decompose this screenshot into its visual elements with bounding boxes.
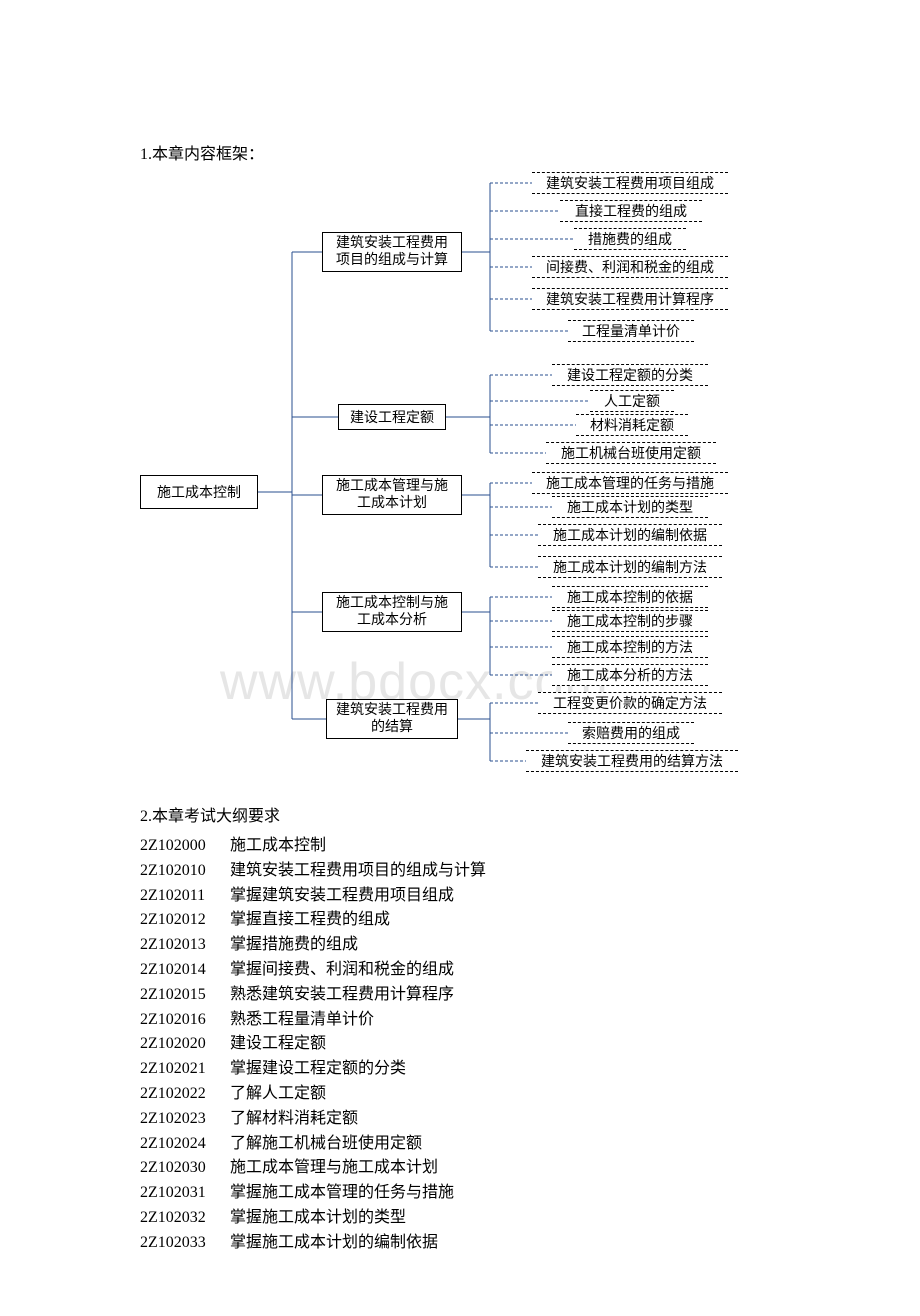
leaf-2: 措施费的组成 <box>574 228 686 250</box>
leaf-1: 直接工程费的组成 <box>560 200 702 222</box>
leaf-19: 索赔费用的组成 <box>568 722 694 744</box>
leaf-10: 施工成本管理的任务与措施 <box>532 472 728 494</box>
leaf-14: 施工成本控制的依据 <box>552 586 708 608</box>
outline-code: 2Z102021 <box>140 1057 230 1082</box>
outline-text: 了解人工定额 <box>230 1082 326 1107</box>
outline-code: 2Z102011 <box>140 884 230 909</box>
outline-text: 掌握建筑安装工程费用项目组成 <box>230 884 454 909</box>
node-l2-3: 施工成本控制与施工成本分析 <box>322 592 462 632</box>
outline-code: 2Z102015 <box>140 983 230 1008</box>
node-l2-1: 建设工程定额 <box>338 404 446 430</box>
leaf-15: 施工成本控制的步骤 <box>552 610 708 632</box>
outline-text: 掌握直接工程费的组成 <box>230 908 390 933</box>
outline-row-6: 2Z102015熟悉建筑安装工程费用计算程序 <box>140 983 780 1008</box>
outline-row-7: 2Z102016熟悉工程量清单计价 <box>140 1008 780 1033</box>
outline-row-12: 2Z102024了解施工机械台班使用定额 <box>140 1132 780 1157</box>
leaf-16: 施工成本控制的方法 <box>552 636 708 658</box>
outline-code: 2Z102024 <box>140 1132 230 1157</box>
outline-row-1: 2Z102010建筑安装工程费用项目的组成与计算 <box>140 859 780 884</box>
outline-text: 了解施工机械台班使用定额 <box>230 1132 422 1157</box>
outline-text: 掌握建设工程定额的分类 <box>230 1057 406 1082</box>
leaf-5: 工程量清单计价 <box>568 320 694 342</box>
outline-code: 2Z102014 <box>140 958 230 983</box>
outline-row-9: 2Z102021掌握建设工程定额的分类 <box>140 1057 780 1082</box>
outline-text: 掌握施工成本管理的任务与措施 <box>230 1181 454 1206</box>
outline-text: 建设工程定额 <box>230 1032 326 1057</box>
outline-code: 2Z102020 <box>140 1032 230 1057</box>
leaf-7: 人工定额 <box>590 390 674 412</box>
tree-diagram: www.bdocx.com 施工成本控制 建筑安装工程费用项目的组成与计算 建设… <box>140 172 780 762</box>
leaf-20: 建筑安装工程费用的结算方法 <box>526 750 738 772</box>
outline-row-8: 2Z102020建设工程定额 <box>140 1032 780 1057</box>
outline-code: 2Z102023 <box>140 1107 230 1132</box>
outline-code: 2Z102012 <box>140 908 230 933</box>
node-l2-2: 施工成本管理与施工成本计划 <box>322 475 462 515</box>
outline-row-5: 2Z102014掌握间接费、利润和税金的组成 <box>140 958 780 983</box>
outline-text: 掌握间接费、利润和税金的组成 <box>230 958 454 983</box>
outline-text: 建筑安装工程费用项目的组成与计算 <box>230 859 486 884</box>
outline-row-14: 2Z102031掌握施工成本管理的任务与措施 <box>140 1181 780 1206</box>
outline-row-0: 2Z102000施工成本控制 <box>140 834 780 859</box>
outline-row-13: 2Z102030施工成本管理与施工成本计划 <box>140 1156 780 1181</box>
leaf-11: 施工成本计划的类型 <box>552 496 708 518</box>
outline-text: 熟悉建筑安装工程费用计算程序 <box>230 983 454 1008</box>
leaf-6: 建设工程定额的分类 <box>552 364 708 386</box>
leaf-12: 施工成本计划的编制依据 <box>538 524 722 546</box>
outline-code: 2Z102032 <box>140 1206 230 1231</box>
outline-text: 了解材料消耗定额 <box>230 1107 358 1132</box>
leaf-8: 材料消耗定额 <box>576 414 688 436</box>
heading-outline: 2.本章考试大纲要求 <box>140 802 780 826</box>
outline-text: 掌握施工成本计划的类型 <box>230 1206 406 1231</box>
outline-code: 2Z102000 <box>140 834 230 859</box>
page: 1.本章内容框架： www.bdocx.com 施工成本控制 建筑安装工程费用项… <box>0 0 920 1316</box>
outline-text: 施工成本控制 <box>230 834 326 859</box>
outline-row-4: 2Z102013掌握措施费的组成 <box>140 933 780 958</box>
outline-text: 掌握施工成本计划的编制依据 <box>230 1231 438 1256</box>
heading-framework: 1.本章内容框架： <box>140 140 780 164</box>
outline-text: 熟悉工程量清单计价 <box>230 1008 374 1033</box>
leaf-17: 施工成本分析的方法 <box>552 664 708 686</box>
node-l2-4: 建筑安装工程费用的结算 <box>326 699 458 739</box>
leaf-18: 工程变更价款的确定方法 <box>538 692 722 714</box>
outline-section: 2.本章考试大纲要求 2Z102000施工成本控制2Z102010建筑安装工程费… <box>140 802 780 1256</box>
outline-row-16: 2Z102033掌握施工成本计划的编制依据 <box>140 1231 780 1256</box>
outline-code: 2Z102022 <box>140 1082 230 1107</box>
node-l2-0: 建筑安装工程费用项目的组成与计算 <box>322 232 462 272</box>
outline-row-10: 2Z102022了解人工定额 <box>140 1082 780 1107</box>
outline-row-15: 2Z102032掌握施工成本计划的类型 <box>140 1206 780 1231</box>
outline-text: 施工成本管理与施工成本计划 <box>230 1156 438 1181</box>
leaf-13: 施工成本计划的编制方法 <box>538 556 722 578</box>
outline-row-11: 2Z102023了解材料消耗定额 <box>140 1107 780 1132</box>
outline-row-2: 2Z102011掌握建筑安装工程费用项目组成 <box>140 884 780 909</box>
node-root: 施工成本控制 <box>140 475 258 509</box>
leaf-9: 施工机械台班使用定额 <box>546 442 716 464</box>
leaf-4: 建筑安装工程费用计算程序 <box>532 288 728 310</box>
outline-code: 2Z102013 <box>140 933 230 958</box>
outline-code: 2Z102010 <box>140 859 230 884</box>
outline-code: 2Z102016 <box>140 1008 230 1033</box>
outline-list: 2Z102000施工成本控制2Z102010建筑安装工程费用项目的组成与计算2Z… <box>140 834 780 1256</box>
outline-code: 2Z102033 <box>140 1231 230 1256</box>
outline-row-3: 2Z102012掌握直接工程费的组成 <box>140 908 780 933</box>
leaf-3: 间接费、利润和税金的组成 <box>532 256 728 278</box>
outline-code: 2Z102031 <box>140 1181 230 1206</box>
leaf-0: 建筑安装工程费用项目组成 <box>532 172 728 194</box>
outline-code: 2Z102030 <box>140 1156 230 1181</box>
outline-text: 掌握措施费的组成 <box>230 933 358 958</box>
